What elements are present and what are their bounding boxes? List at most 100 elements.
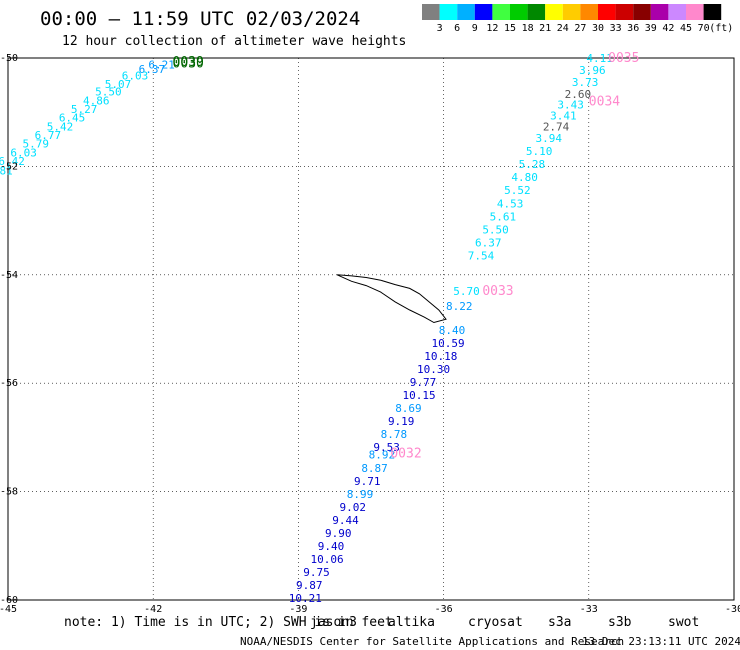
swh-value-label: 8.87 <box>361 462 388 475</box>
swh-value-label: 8.22 <box>446 300 473 313</box>
swh-value-label: 3.41 <box>550 109 577 122</box>
legend-label: 21 <box>539 23 551 34</box>
legend-swatch <box>510 4 528 20</box>
swh-value-label: 5.42 <box>47 120 74 133</box>
legend-label: 30 <box>592 23 604 34</box>
lon-tick-label: -30 <box>725 604 740 615</box>
pass-label: 0033 <box>482 284 513 299</box>
swh-value-label: 4.11 <box>586 52 613 65</box>
swh-value-label: 2.60 <box>565 88 592 101</box>
swh-value-label: 6.03 <box>10 146 36 159</box>
swh-value-label: 4.86 <box>83 94 110 107</box>
swh-value-label: 7.54 <box>468 249 495 262</box>
swh-value-label: 9.40 <box>318 540 345 553</box>
pass-label: 0034 <box>589 94 620 109</box>
lat-tick-label: -50 <box>0 53 18 64</box>
swh-value-label: 10.59 <box>432 337 465 350</box>
map-panel: 6.216.376.035.075.504.865.276.455.426.77… <box>0 51 740 615</box>
legend-swatch <box>703 4 722 20</box>
swh-value-label: 5.10 <box>526 145 553 158</box>
pass-label: 0032 <box>390 447 421 462</box>
color-legend: 3 6 9 12 15 18 21 24 27 30 33 36 39 42 45 70 (ft) <box>422 4 733 34</box>
lat-tick-label: -58 <box>0 487 18 498</box>
swh-value-label: 5.81 <box>0 165 13 178</box>
legend-label: 6 <box>454 23 460 34</box>
lon-tick-label: -42 <box>144 604 162 615</box>
legend-swatch <box>650 4 669 20</box>
lat-tick-label: -56 <box>0 378 18 389</box>
swh-value-label: 6.37 <box>475 236 502 249</box>
map-grid <box>7 57 735 601</box>
legend-label: 18 <box>522 23 534 34</box>
swh-value-label: 5.50 <box>482 223 509 236</box>
credit-left: NOAA/NESDIS Center for Satellite Applica… <box>240 635 624 648</box>
legend-swatch <box>439 4 458 20</box>
swh-value-label: 5.50 <box>95 86 122 99</box>
legend-label: 3 <box>437 23 443 34</box>
track-east: 4.113.963.732.603.433.412.743.945.105.28… <box>289 51 640 605</box>
swh-value-label: 9.77 <box>410 376 437 389</box>
swh-value-label: 9.71 <box>354 475 381 488</box>
swh-value-label: 10.15 <box>402 389 435 402</box>
page-subtitle: 12 hour collection of altimeter wave hei… <box>62 34 406 49</box>
legend-swatch <box>474 4 493 20</box>
lon-tick-label: -33 <box>580 604 598 615</box>
swh-value-label: 3.43 <box>557 99 584 112</box>
legend-label: 36 <box>627 23 639 34</box>
legend-label: 39 <box>645 23 657 34</box>
swh-value-label: 8.92 <box>369 449 396 462</box>
swh-value-label: 9.75 <box>303 566 330 579</box>
satellite-name: cryosat <box>468 615 523 630</box>
swh-value-label: 4.53 <box>497 197 523 210</box>
satellite-legend: jason3 altika cryosat s3a s3b swot <box>310 615 699 630</box>
swh-value-label: 5.27 <box>71 103 98 116</box>
swh-value-label: 9.53 <box>373 441 400 454</box>
legend-label: 27 <box>574 23 586 34</box>
legend-label: 24 <box>557 23 569 34</box>
longitude-ticks: -45 -42 -39 -36 -33 -30 <box>0 604 740 615</box>
swh-value-label: 5.61 <box>490 210 516 223</box>
pass-label: 0039 <box>173 55 204 70</box>
swh-value-label: 5.79 <box>23 138 50 151</box>
satellite-name: s3b <box>608 615 632 630</box>
legend-label: 9 <box>472 23 478 34</box>
legend-label: 45 <box>680 23 692 34</box>
lat-tick-label: -54 <box>0 270 18 281</box>
swh-value-label: 5.28 <box>519 158 546 171</box>
credit-right: 13 Dec 23:13:11 UTC 2024 <box>582 635 740 648</box>
swh-value-label: 6.77 <box>35 129 62 142</box>
legend-label: 15 <box>504 23 516 34</box>
swh-value-label: 8.40 <box>439 324 466 337</box>
pass-label: 0030 <box>173 56 204 71</box>
legend-swatch <box>492 4 510 20</box>
lat-tick-label: -60 <box>0 595 18 606</box>
legend-swatch <box>422 4 440 20</box>
latitude-ticks: -50 -52 -54 -56 -58 -60 <box>0 53 18 606</box>
swh-value-label: 6.21 <box>148 59 175 72</box>
legend-swatch <box>615 4 634 20</box>
legend-swatch <box>686 4 704 20</box>
swh-value-label: 9.90 <box>325 527 352 540</box>
footnote: note: 1) Time is in UTC; 2) SWH is in fe… <box>64 615 393 630</box>
swh-value-label: 9.02 <box>340 501 367 514</box>
legend-label: 12 <box>486 23 498 34</box>
swh-value-label: 5.07 <box>105 78 132 91</box>
legend-swatch <box>527 4 546 20</box>
page-title: 00:00 – 11:59 UTC 02/03/2024 <box>40 8 360 30</box>
lon-tick-label: -45 <box>0 604 17 615</box>
satellite-name: swot <box>668 615 699 630</box>
swh-value-label: 3.94 <box>536 132 563 145</box>
swh-value-label: 5.52 <box>504 184 530 197</box>
swh-value-label: 3.96 <box>579 64 606 77</box>
swh-value-label: 10.18 <box>424 350 457 363</box>
swh-value-label: 10.30 <box>417 363 450 376</box>
satellite-name: s3a <box>548 615 571 630</box>
swh-value-label: 6.45 <box>59 112 86 125</box>
swh-value-label: 2.74 <box>543 120 570 133</box>
swh-value-label: 6.42 <box>0 155 25 168</box>
pass-label: 0035 <box>608 51 639 66</box>
swh-value-label: 5.70 <box>453 285 480 298</box>
swh-value-label: 10.21 <box>289 592 322 605</box>
swh-value-label: 8.69 <box>395 402 422 415</box>
legend-label: 42 <box>662 23 674 34</box>
